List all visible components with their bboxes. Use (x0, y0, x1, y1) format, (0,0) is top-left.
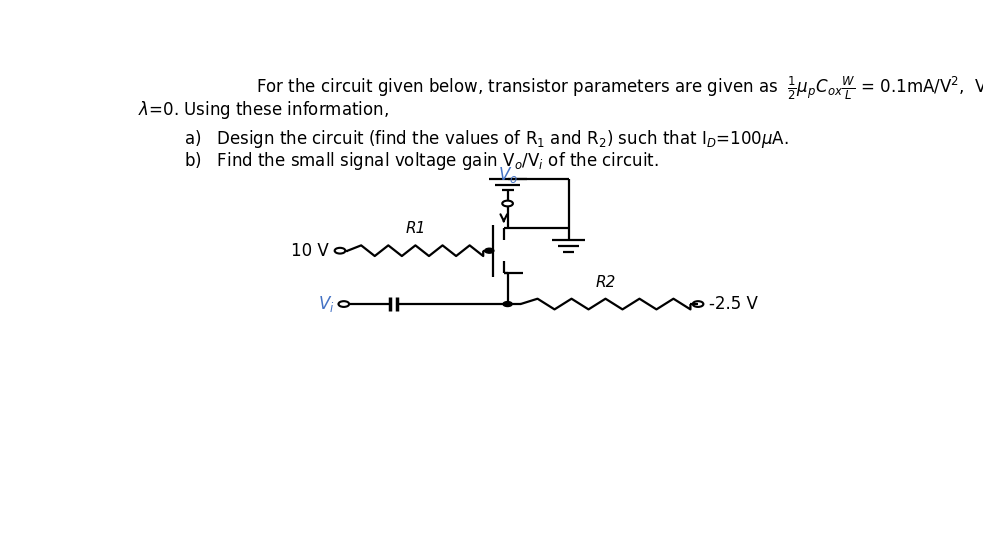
Text: $V_i$: $V_i$ (318, 294, 334, 314)
Circle shape (485, 248, 493, 253)
Text: For the circuit given below, transistor parameters are given as  $\frac{1}{2}\mu: For the circuit given below, transistor … (257, 74, 983, 102)
Text: R2: R2 (596, 274, 615, 290)
Text: b)   Find the small signal voltage gain V$_o$/V$_i$ of the circuit.: b) Find the small signal voltage gain V$… (184, 150, 659, 172)
Text: -2.5 V: -2.5 V (710, 295, 758, 313)
Text: a)   Design the circuit (find the values of R$_1$ and R$_2$) such that I$_D$=100: a) Design the circuit (find the values o… (184, 127, 788, 150)
Text: R1: R1 (405, 221, 426, 236)
Text: $\lambda$=0. Using these information,: $\lambda$=0. Using these information, (138, 99, 389, 121)
Circle shape (503, 302, 512, 306)
Text: $V_o$: $V_o$ (497, 165, 518, 185)
Text: 10 V: 10 V (291, 241, 328, 260)
